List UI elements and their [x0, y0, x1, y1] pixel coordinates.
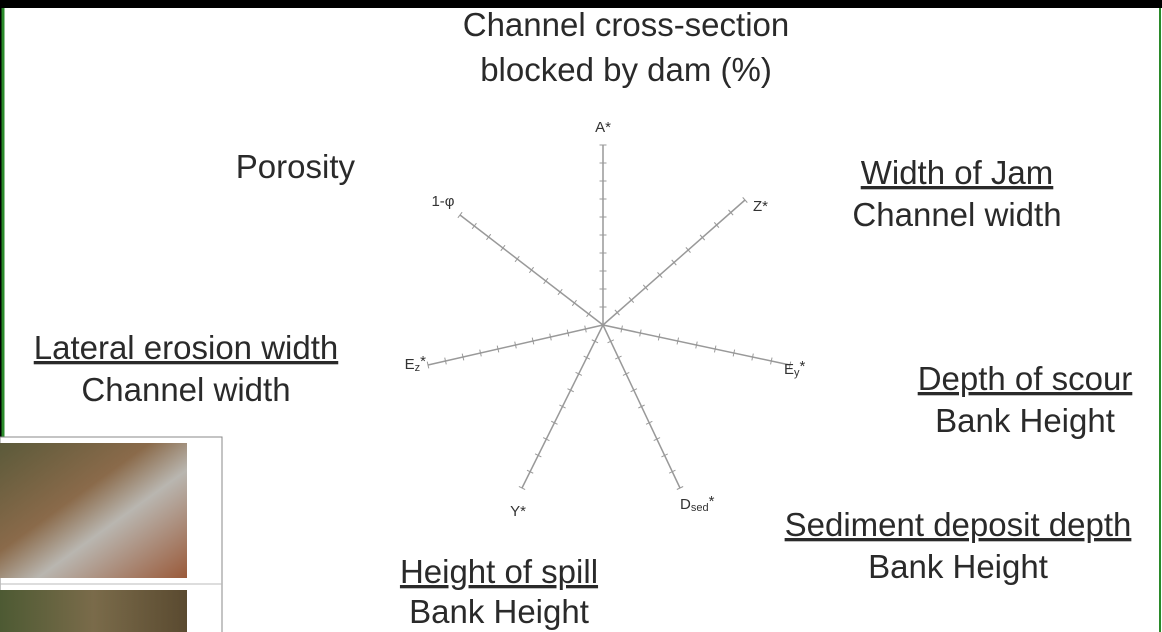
porosity-label: Porosity: [236, 148, 356, 185]
axis-label-base: A: [595, 119, 605, 136]
axis-label-sup: *: [709, 493, 715, 510]
numerator: Sediment deposit depth: [785, 506, 1132, 543]
axis-label-sub: sed: [691, 502, 709, 514]
axis-label: Z*: [753, 198, 768, 215]
diagram: Channel cross-section blocked by dam (%)…: [0, 0, 1162, 632]
denominator: Channel width: [852, 196, 1061, 233]
photo: [0, 590, 187, 632]
numerator: Lateral erosion width: [34, 329, 339, 366]
axis-label-base: D: [680, 496, 691, 513]
axis-label: Y*: [510, 503, 526, 520]
page: Channel cross-section blocked by dam (%)…: [0, 0, 1162, 632]
denominator: Bank Height: [409, 593, 589, 630]
title: blocked by dam (%): [480, 51, 772, 88]
photo-panel: [0, 437, 222, 632]
axis-label-base: E: [405, 356, 415, 373]
denominator: Bank Height: [935, 402, 1115, 439]
axis-label-sup: *: [520, 503, 526, 520]
numerator: Width of Jam: [861, 154, 1054, 191]
axis-label: A*: [595, 119, 611, 136]
axis-label-sup: *: [800, 358, 806, 375]
axis-label-base: Z: [753, 198, 762, 215]
axis-label-base: E: [784, 361, 794, 378]
axis-label-base: Y: [510, 503, 520, 520]
title: Channel cross-section: [463, 6, 790, 43]
axis-label-base: 1-φ: [431, 193, 454, 210]
denominator: Bank Height: [868, 548, 1048, 585]
denominator: Channel width: [81, 371, 290, 408]
axis-label-sup: *: [420, 353, 426, 370]
photo: [0, 443, 187, 578]
numerator: Height of spill: [400, 553, 598, 590]
axis-label-sup: *: [605, 119, 611, 136]
numerator: Depth of scour: [918, 360, 1133, 397]
axis-label-sup: *: [762, 198, 768, 215]
axis-label: 1-φ: [431, 193, 454, 210]
